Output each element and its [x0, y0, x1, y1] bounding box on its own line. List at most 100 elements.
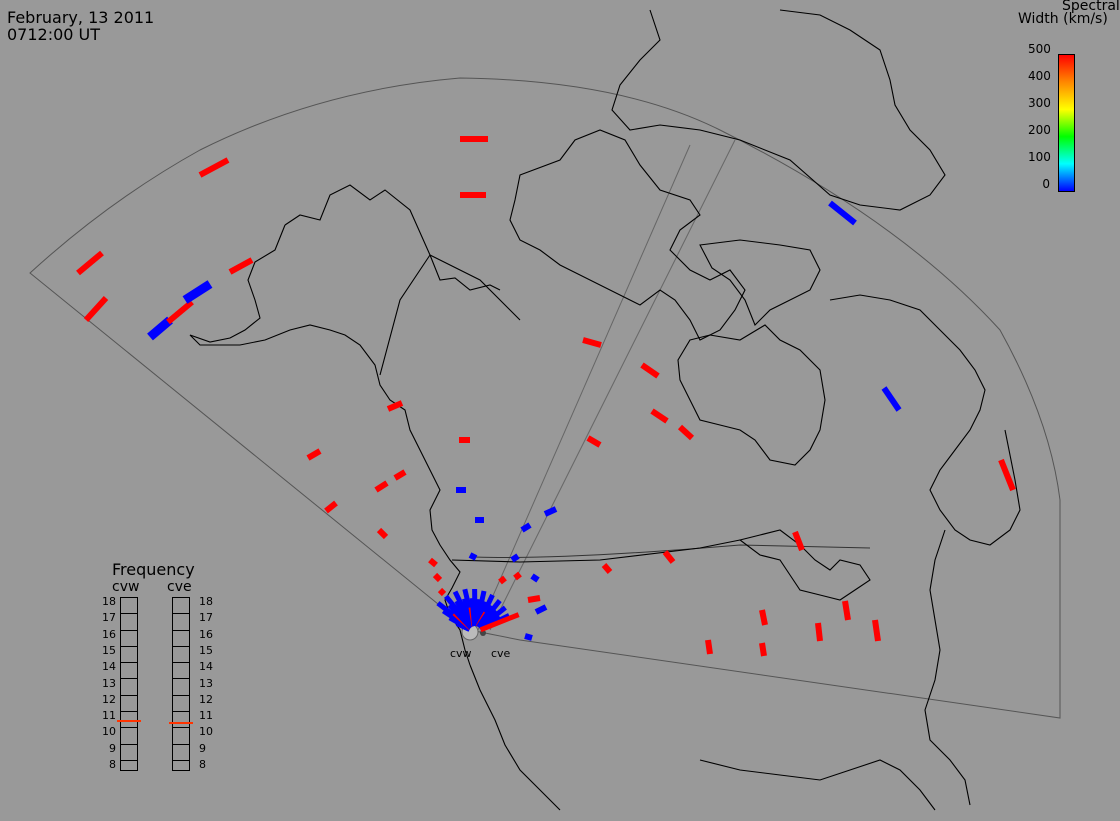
echo-cell	[498, 575, 507, 585]
frequency-scale-label: 16	[199, 627, 213, 641]
territory-border	[429, 254, 521, 321]
echo-cell	[510, 553, 520, 563]
fov-beam-edge-west	[477, 144, 691, 631]
radar-label-cve: cve	[491, 647, 511, 660]
us-east-coast	[924, 529, 971, 806]
colorbar-title-line1: Spectral	[1062, 0, 1120, 14]
frequency-scale-label: 17	[102, 611, 116, 625]
echo-cell	[228, 257, 254, 275]
echo-cell	[842, 600, 851, 621]
frequency-scale-label: 14	[102, 660, 116, 674]
echo-cell	[182, 280, 213, 304]
frequency-scale-label: 8	[199, 758, 206, 771]
echo-cell	[705, 639, 713, 655]
frequency-radar-label-cve: cve	[167, 579, 192, 595]
frequency-scale-label: 15	[199, 643, 213, 657]
frequency-scale-label: 13	[102, 676, 116, 690]
fov-range-arc	[474, 544, 871, 558]
greenland-coast	[611, 9, 946, 211]
frequency-scale-label: 18	[199, 595, 213, 608]
date-label: February, 13 2011	[7, 8, 155, 27]
frequency-column-cve	[172, 597, 190, 771]
echo-cell	[998, 458, 1016, 492]
echo-cell	[432, 572, 443, 583]
baffin-island	[699, 239, 821, 326]
alaska-coast	[189, 184, 501, 666]
frequency-scale-label: 17	[199, 611, 213, 625]
echo-cell	[147, 316, 173, 341]
echo-cell	[468, 552, 478, 561]
frequency-scale-label: 11	[199, 709, 213, 723]
echo-cell	[872, 619, 881, 642]
echo-cells	[76, 136, 1016, 657]
fov-outline	[29, 77, 1061, 719]
echo-cell	[428, 557, 438, 568]
echo-cell	[166, 299, 194, 325]
labrador-coast	[829, 294, 1021, 546]
frequency-scale-label: 13	[199, 676, 213, 690]
frequency-scale-label: 9	[109, 741, 116, 755]
echo-cell	[792, 530, 805, 552]
frequency-scale-label: 8	[109, 758, 116, 771]
echo-cell	[759, 609, 768, 626]
frequency-scale-label: 11	[102, 709, 116, 723]
echo-cell	[520, 522, 532, 533]
echo-cell	[530, 573, 540, 583]
echo-cell	[759, 642, 767, 657]
echo-cell	[543, 506, 558, 517]
echo-cell	[881, 386, 902, 412]
frequency-marker-cve	[169, 721, 193, 724]
echo-cell	[393, 469, 407, 481]
echo-cell	[83, 295, 109, 323]
frequency-scale-label: 12	[199, 692, 213, 706]
echo-cell	[534, 604, 548, 615]
frequency-scale-label: 10	[199, 725, 213, 739]
echo-cell	[198, 157, 230, 178]
frequency-scale-label: 16	[102, 627, 116, 641]
frequency-scale-label: 15	[102, 643, 116, 657]
echo-cell	[828, 200, 857, 226]
echo-cell	[324, 500, 338, 514]
colorbar-title-line2: Width (km/s)	[1018, 11, 1108, 27]
echo-cell	[76, 250, 104, 276]
time-label: 0712:00 UT	[7, 25, 101, 44]
echo-cell	[524, 633, 533, 641]
gulf-coast	[469, 664, 936, 811]
echo-cell	[437, 587, 447, 597]
colorbar	[1058, 54, 1075, 192]
us-canada-border	[451, 539, 741, 563]
great-lakes	[738, 529, 871, 601]
frequency-scale-label: 14	[199, 660, 213, 674]
hudson-bay	[677, 324, 826, 466]
echo-cell	[306, 448, 322, 461]
echo-cell	[815, 622, 823, 642]
echo-cell	[527, 595, 541, 603]
echo-cell	[374, 480, 389, 493]
echo-cell	[586, 435, 602, 448]
echo-cell	[376, 527, 389, 540]
echo-cell	[582, 337, 602, 348]
coastlines	[189, 9, 1021, 811]
frequency-radar-label-cvw: cvw	[112, 579, 140, 595]
fov-beam-edge-east	[489, 139, 736, 631]
colorbar-tick: 200	[1028, 123, 1051, 137]
echo-cell	[650, 408, 669, 424]
frequency-marker-cvw	[117, 720, 141, 723]
echo-cell	[677, 424, 695, 441]
arctic-islands	[509, 129, 746, 341]
frequency-scale-label: 18	[102, 595, 116, 608]
colorbar-tick: 400	[1028, 69, 1051, 83]
echo-cell	[601, 563, 613, 574]
frequency-title: Frequency	[112, 560, 195, 579]
near-range-echo	[479, 612, 520, 633]
colorbar-tick: 100	[1028, 150, 1051, 164]
colorbar-tick: 300	[1028, 96, 1051, 110]
frequency-scale-label: 10	[102, 725, 116, 739]
frequency-column-cvw	[120, 597, 138, 771]
near-range-echo-fan	[436, 588, 520, 633]
frequency-scale-label: 9	[199, 741, 206, 755]
colorbar-tick: 0	[1042, 177, 1050, 191]
colorbar-tick: 500	[1028, 42, 1051, 56]
